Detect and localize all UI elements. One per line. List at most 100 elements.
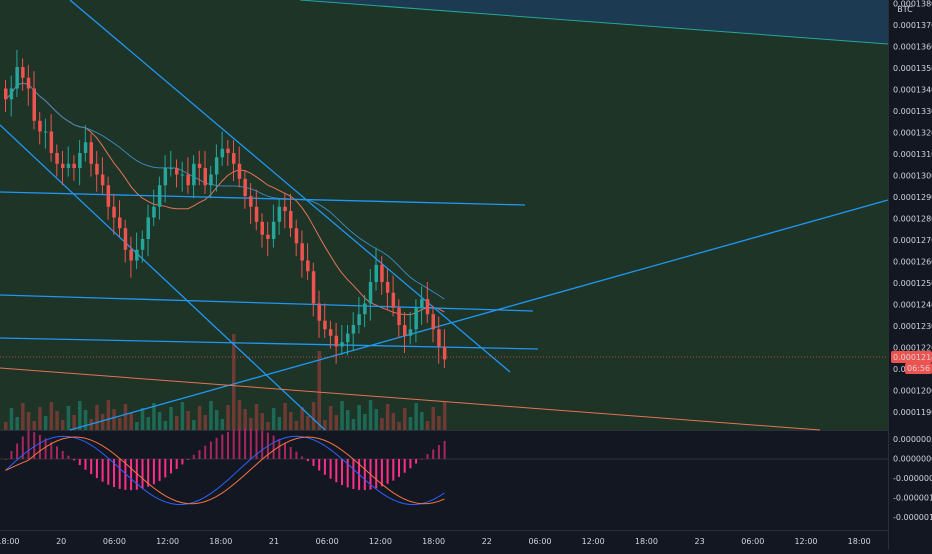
oscillator-tick: -0.0000005 — [893, 474, 932, 483]
volume-bar — [363, 414, 367, 430]
candle-body — [100, 174, 105, 186]
volume-bar — [289, 412, 293, 430]
volume-bar — [140, 408, 145, 430]
volume-bar — [380, 418, 384, 430]
candle-body — [78, 153, 82, 169]
candle-body — [43, 131, 48, 133]
candle-body — [9, 88, 14, 100]
time-tick: 20 — [56, 537, 66, 546]
candle-body — [21, 67, 25, 78]
price-tick: 0.0001360 — [893, 43, 932, 52]
volume-bar — [237, 400, 242, 430]
volume-bar — [214, 410, 219, 430]
volume-bar — [146, 417, 150, 430]
histogram-bar — [295, 451, 298, 459]
candle-body — [180, 174, 185, 176]
time-tick: 12:00 — [582, 537, 605, 546]
time-tick: 06:00 — [741, 537, 764, 546]
volume-bar — [266, 422, 270, 430]
histogram-bar — [278, 438, 281, 459]
time-tick: 06:00 — [316, 537, 339, 546]
candle-body — [431, 314, 435, 330]
histogram-bar — [443, 440, 446, 459]
volume-bar — [391, 413, 396, 430]
volume-bar — [157, 412, 162, 430]
candle-body — [271, 221, 276, 239]
volume-bar — [374, 409, 378, 430]
price-tick: 0.0001200 — [893, 387, 932, 396]
histogram-bar — [170, 459, 172, 474]
histogram-bar — [50, 442, 53, 459]
oscillator-tick: -0.0000010 — [893, 494, 932, 503]
volume-bar — [72, 415, 76, 430]
candle-body — [294, 228, 299, 244]
volume-bar — [306, 416, 310, 430]
currency-label: BTC — [897, 5, 913, 14]
histogram-bar — [175, 459, 178, 470]
volume-bar — [334, 415, 339, 430]
price-tick: 0.0001290 — [893, 193, 932, 202]
candle-body — [243, 178, 247, 196]
time-tick: 18:00 — [848, 537, 871, 546]
candle-body — [437, 329, 441, 347]
volume-bar — [9, 408, 14, 430]
volume-bar — [21, 403, 25, 430]
histogram-bar — [135, 459, 138, 490]
candle-body — [277, 206, 282, 222]
candle-body — [408, 329, 413, 336]
volume-bar — [152, 403, 156, 430]
histogram-bar — [147, 459, 150, 487]
oscillator-tick: 0.0000000 — [893, 455, 932, 464]
candle-body — [112, 206, 116, 218]
volume-bar — [340, 401, 344, 430]
price-tick: 0.0001380 — [893, 0, 932, 9]
candle-body — [368, 282, 373, 304]
price-tick: 0.0001340 — [893, 86, 932, 95]
volume-bar — [300, 407, 304, 430]
histogram-bar — [341, 459, 343, 486]
histogram-bar — [44, 438, 47, 459]
candle-body — [237, 163, 242, 179]
volume-bar — [420, 412, 424, 430]
volume-bar — [163, 421, 168, 430]
histogram-bar — [432, 449, 435, 459]
histogram-bar — [398, 459, 400, 477]
time-tick: 18:00 — [635, 537, 658, 546]
countdown-badge — [905, 363, 932, 374]
volume-bar — [277, 417, 282, 430]
zone-edge-line — [299, 0, 889, 45]
trendline — [69, 0, 511, 373]
candle-body — [15, 67, 19, 89]
histogram-bar — [415, 459, 418, 464]
candle-body — [72, 163, 76, 169]
histogram-bar — [107, 459, 110, 485]
histogram-bar — [33, 432, 36, 459]
histogram-bar — [141, 459, 144, 489]
trendline — [0, 191, 526, 206]
volume-bar — [317, 351, 321, 430]
volume-bar — [425, 421, 430, 430]
price-tick: 0.0001370 — [893, 21, 932, 30]
candle-body — [203, 168, 207, 186]
candle-body — [289, 211, 293, 229]
volume-bar — [192, 420, 196, 430]
histogram-bar — [346, 459, 349, 488]
candle-body — [4, 88, 8, 100]
histogram-bar — [164, 459, 167, 478]
histogram-bar — [409, 459, 412, 469]
volume-bar — [203, 415, 207, 430]
volume-bar — [254, 404, 259, 430]
histogram-bar — [363, 459, 366, 491]
histogram-bar — [244, 427, 247, 459]
ma-slow-line — [5, 82, 445, 300]
histogram-bar — [221, 434, 224, 459]
price-tick: 0.0001310 — [893, 150, 932, 159]
candle-body — [152, 206, 156, 218]
histogram-bar — [437, 444, 440, 459]
volume-bar — [311, 402, 316, 430]
histogram-bar — [38, 435, 41, 459]
volume-bar — [271, 408, 276, 430]
time-axis[interactable]: 18:00 20 06:00 12:00 18:00 21 06:00 12:00 18:00 2… — [0, 537, 871, 546]
